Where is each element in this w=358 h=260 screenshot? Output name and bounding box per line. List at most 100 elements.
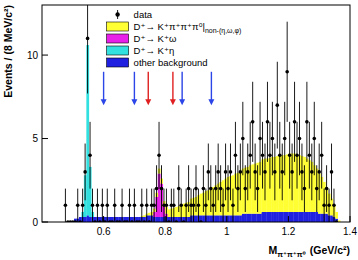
data-point <box>157 153 161 157</box>
data-point <box>271 137 275 141</box>
hist-bar <box>283 212 286 222</box>
data-point <box>317 170 321 174</box>
data-point <box>207 170 211 174</box>
data-point <box>236 187 240 191</box>
data-point <box>278 153 282 157</box>
hist-bar <box>158 217 161 222</box>
hist-bar <box>155 217 158 222</box>
data-point <box>172 204 176 208</box>
hist-bar <box>293 154 296 212</box>
chart: 0.60.811.21.40510Events / (8 MeV/c²)Mπ⁺π… <box>0 0 358 260</box>
data-point <box>327 204 331 208</box>
hist-bar <box>313 212 316 222</box>
data-point <box>246 170 250 174</box>
arrow-head <box>131 99 137 105</box>
data-point <box>263 170 267 174</box>
data-point <box>330 170 334 174</box>
data-point <box>325 187 329 191</box>
data-point <box>288 153 292 157</box>
arrow-shaft <box>181 72 182 101</box>
data-point <box>253 170 257 174</box>
data-point <box>241 137 245 141</box>
data-point <box>152 204 156 208</box>
x-tick-label: 1.4 <box>343 226 357 237</box>
background <box>0 0 358 260</box>
hist-bar <box>178 217 181 222</box>
data-point <box>83 170 87 174</box>
data-point <box>101 204 105 208</box>
data-point <box>308 153 312 157</box>
legend-swatch <box>107 34 129 43</box>
hist-bar <box>286 212 289 222</box>
hist-bar <box>303 157 306 212</box>
arrow <box>208 72 214 105</box>
data-point <box>226 187 230 191</box>
x-label-sub: π⁺π⁺π⁰ <box>277 250 305 259</box>
hist-bar <box>239 215 242 222</box>
data-point <box>300 170 304 174</box>
hist-bar <box>256 214 259 222</box>
arrow-head <box>208 99 214 105</box>
hist-bar <box>214 215 217 222</box>
y-axis-label: Events / (8 MeV/c²) <box>2 5 14 98</box>
data-point <box>234 153 238 157</box>
arrow <box>170 72 176 105</box>
data-point <box>268 153 272 157</box>
x-tick-label: 0.6 <box>97 226 111 237</box>
data-point <box>204 204 208 208</box>
data-point <box>283 137 287 141</box>
data-point <box>155 187 159 191</box>
y-tick <box>42 222 48 223</box>
hist-bar <box>160 217 163 222</box>
hist-bar <box>288 212 291 222</box>
hist-bar <box>264 212 267 222</box>
data-point <box>332 204 336 208</box>
error-bar <box>87 5 88 93</box>
y-tick-label: 0 <box>32 217 38 228</box>
hist-bar <box>86 215 89 222</box>
data-point <box>145 204 149 208</box>
x-tick <box>103 216 104 222</box>
data-point <box>315 187 319 191</box>
hist-bar <box>187 217 190 222</box>
hist-bar <box>254 214 257 222</box>
x-label-unit: (GeV/c²) <box>310 244 350 256</box>
hist-bar <box>308 212 311 222</box>
data-point <box>221 204 225 208</box>
hist-bar <box>281 212 284 222</box>
data-point <box>165 204 169 208</box>
legend-label-main: D⁺→ K⁺π⁺π⁺π⁰| <box>134 21 205 32</box>
data-point <box>209 187 213 191</box>
data-point <box>140 204 144 208</box>
data-point <box>256 187 260 191</box>
data-point <box>293 120 297 124</box>
arrow <box>131 72 137 105</box>
hist-bar <box>195 215 198 222</box>
data-point <box>280 170 284 174</box>
data-point <box>320 153 324 157</box>
arrow-shaft <box>172 72 173 101</box>
x-tick-label: 0.8 <box>158 226 172 237</box>
data-point <box>312 137 316 141</box>
arrow <box>101 72 107 105</box>
data-point <box>211 204 215 208</box>
hist-bar <box>234 215 237 222</box>
legend-label: D⁺→ K⁺ω <box>134 33 177 44</box>
arrow-head <box>179 99 185 105</box>
hist-bar <box>276 156 279 212</box>
hist-bar <box>303 212 306 222</box>
data-point <box>160 187 164 191</box>
data-point <box>285 70 289 74</box>
data-point <box>113 204 117 208</box>
arrow-shaft <box>211 72 212 101</box>
hist-bar <box>202 215 205 222</box>
data-point <box>194 187 198 191</box>
data-point <box>128 204 132 208</box>
data-point <box>214 187 218 191</box>
legend-entry: data <box>115 9 152 20</box>
y-tick <box>42 138 48 139</box>
legend-label: D⁺→ K⁺η <box>134 45 175 56</box>
hist-bar <box>207 215 210 222</box>
data-point <box>248 153 252 157</box>
arrow-head <box>145 99 151 105</box>
